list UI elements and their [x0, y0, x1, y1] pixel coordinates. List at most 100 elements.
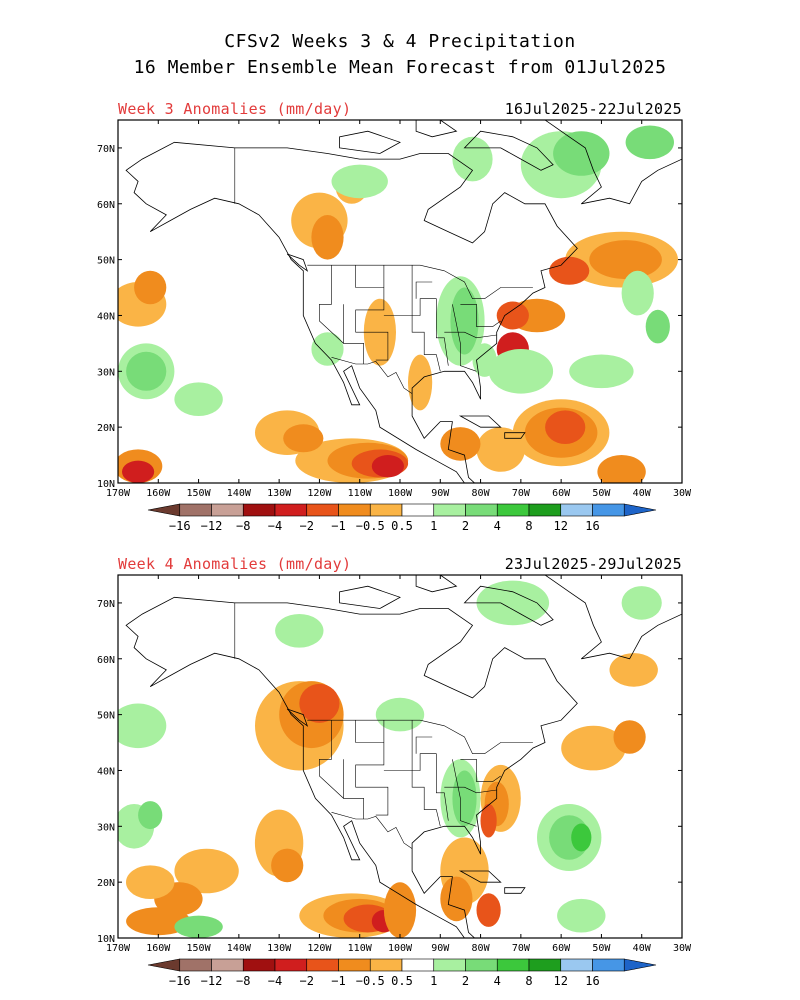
week3-anomaly-region — [496, 301, 529, 330]
lat-tick-label: 10N — [97, 934, 115, 945]
week4-anomaly-region — [476, 580, 550, 626]
lon-tick-label: 170W — [106, 488, 131, 499]
week4-colorbar-swatch — [211, 958, 244, 972]
week4-colorbar-label: −2 — [300, 974, 314, 988]
week3-colorbar-swatch — [465, 503, 498, 517]
week3-anomaly-region — [283, 424, 324, 453]
week3-colorbar-swatch — [274, 503, 308, 517]
panel2-label: Week 4 Anomalies (mm/day) — [118, 555, 352, 573]
week3-anomaly-region — [452, 136, 493, 182]
week3-colorbar-label: −16 — [169, 519, 191, 533]
week3-colorbar-swatch — [369, 503, 403, 517]
week3-colorbar-label: −0.5 — [356, 519, 385, 533]
lon-tick-label: 80W — [472, 943, 491, 954]
week4-anomaly-region — [571, 823, 592, 852]
lat-tick-label: 40N — [97, 311, 115, 322]
week3-colorbar-swatch — [592, 503, 625, 517]
week4-anomaly-region — [561, 725, 626, 771]
lon-tick-label: 70W — [512, 488, 531, 499]
week3-anomaly-region — [440, 427, 481, 461]
week4-colorbar-swatch — [147, 958, 181, 972]
lon-tick-label: 110W — [348, 943, 373, 954]
main-title: CFSv2 Weeks 3 & 4 Precipitation — [224, 31, 576, 52]
week4-anomaly-region — [271, 848, 304, 883]
week3-colorbar-label: 12 — [554, 519, 568, 533]
lon-tick-label: 40W — [633, 488, 652, 499]
lon-tick-label: 40W — [633, 943, 652, 954]
week3-anomaly-region — [597, 455, 646, 483]
week3-colorbar: −16 −12 −8 −4 −2 −1 −0.5 0.5 1 2 4 8 12 16 — [147, 503, 657, 533]
lat-tick-label: 70N — [97, 599, 115, 610]
week3-anomaly-region — [488, 349, 554, 394]
week4-colorbar-label: −0.5 — [356, 974, 385, 988]
lon-tick-label: 70W — [512, 943, 531, 954]
week4-anomaly-region — [174, 915, 223, 938]
main-subtitle: 16 Member Ensemble Mean Forecast from 01… — [133, 57, 667, 78]
week3-colorbar-swatch — [401, 503, 435, 517]
week3-colorbar-swatch — [496, 503, 530, 517]
lon-tick-label: 160W — [146, 488, 171, 499]
week3-colorbar-label: −2 — [300, 519, 314, 533]
week4-anomaly-region — [383, 882, 417, 938]
week3-anomaly-region — [545, 410, 586, 445]
week4-borders — [234, 602, 533, 849]
week4-anomaly-region — [440, 876, 473, 922]
week3-colorbar-label: −8 — [236, 519, 250, 533]
week4-anomaly-region — [126, 865, 175, 899]
lat-tick-label: 40N — [97, 766, 115, 777]
week3-anomaly-region — [134, 270, 167, 305]
week3-anomaly-region — [122, 460, 155, 483]
week3-borders — [234, 147, 533, 394]
week4-map: 170W 160W 150W 140W 130W 120W 110W 100W 90W 80W 70… — [97, 574, 692, 954]
week4-colorbar-swatch — [274, 958, 308, 972]
week4-colorbar-label: 12 — [554, 974, 568, 988]
week3-colorbar-label: −1 — [331, 519, 345, 533]
lon-tick-label: 60W — [552, 943, 571, 954]
lon-tick-label: 120W — [307, 488, 332, 499]
week4-anomaly-region — [452, 770, 477, 827]
week3-coastlines — [125, 120, 682, 483]
week4-colorbar-label: 4 — [494, 974, 501, 988]
week3-anomaly-region — [621, 270, 654, 316]
week4-anomaly-region — [375, 697, 425, 732]
week4-colorbar-label: −16 — [169, 974, 191, 988]
lon-tick-label: 110W — [348, 488, 373, 499]
week4-colorbar-swatch — [592, 958, 625, 972]
week3-anomaly-region — [553, 131, 610, 176]
week3-colorbar-swatch — [528, 503, 562, 517]
lat-tick-label: 70N — [97, 144, 115, 155]
week3-colorbar-swatch — [433, 503, 466, 517]
week4-anomaly-region — [476, 893, 501, 927]
week3-colorbar-swatch — [179, 503, 212, 517]
lat-tick-label: 30N — [97, 822, 115, 833]
lon-tick-label: 30W — [673, 943, 692, 954]
lon-tick-label: 170W — [106, 943, 131, 954]
week4-colorbar-label: −8 — [236, 974, 250, 988]
week3-colorbar-label: 4 — [494, 519, 501, 533]
lon-tick-label: 30W — [673, 488, 692, 499]
week4-colorbar: −16 −12 −8 −4 −2 −1 −0.5 0.5 1 2 4 8 12 16 — [147, 958, 657, 988]
week4-colorbar-label: 8 — [525, 974, 532, 988]
week4-colorbar-label: 16 — [585, 974, 599, 988]
week3-anomaly-region — [625, 125, 674, 160]
panel2-dates: 23Jul2025-29Jul2025 — [504, 555, 682, 573]
week3-anomaly-region — [126, 351, 167, 391]
week3-anomaly-region — [589, 240, 662, 280]
week3-map: 170W 160W 150W 140W 130W 120W 110W 100W 90W 80W 70… — [97, 119, 692, 499]
week4-colorbar-label: 2 — [462, 974, 469, 988]
week4-anomaly-region — [480, 803, 497, 838]
lon-tick-label: 130W — [267, 488, 292, 499]
week4-anomaly-region — [621, 586, 662, 620]
week4-colorbar-label: −1 — [331, 974, 345, 988]
week4-colorbar-swatch — [433, 958, 466, 972]
week3-colorbar-swatch — [338, 503, 371, 517]
week3-anomaly-region — [371, 455, 404, 478]
week3-colorbar-label: 0.5 — [391, 519, 413, 533]
week4-anomaly-region — [275, 614, 324, 648]
week3-anomaly-region — [450, 287, 479, 355]
lon-tick-label: 150W — [187, 488, 212, 499]
lon-tick-label: 50W — [592, 488, 611, 499]
week4-colorbar-swatch — [623, 958, 657, 972]
week3-anomaly-region — [174, 382, 223, 417]
lon-tick-label: 90W — [431, 488, 450, 499]
